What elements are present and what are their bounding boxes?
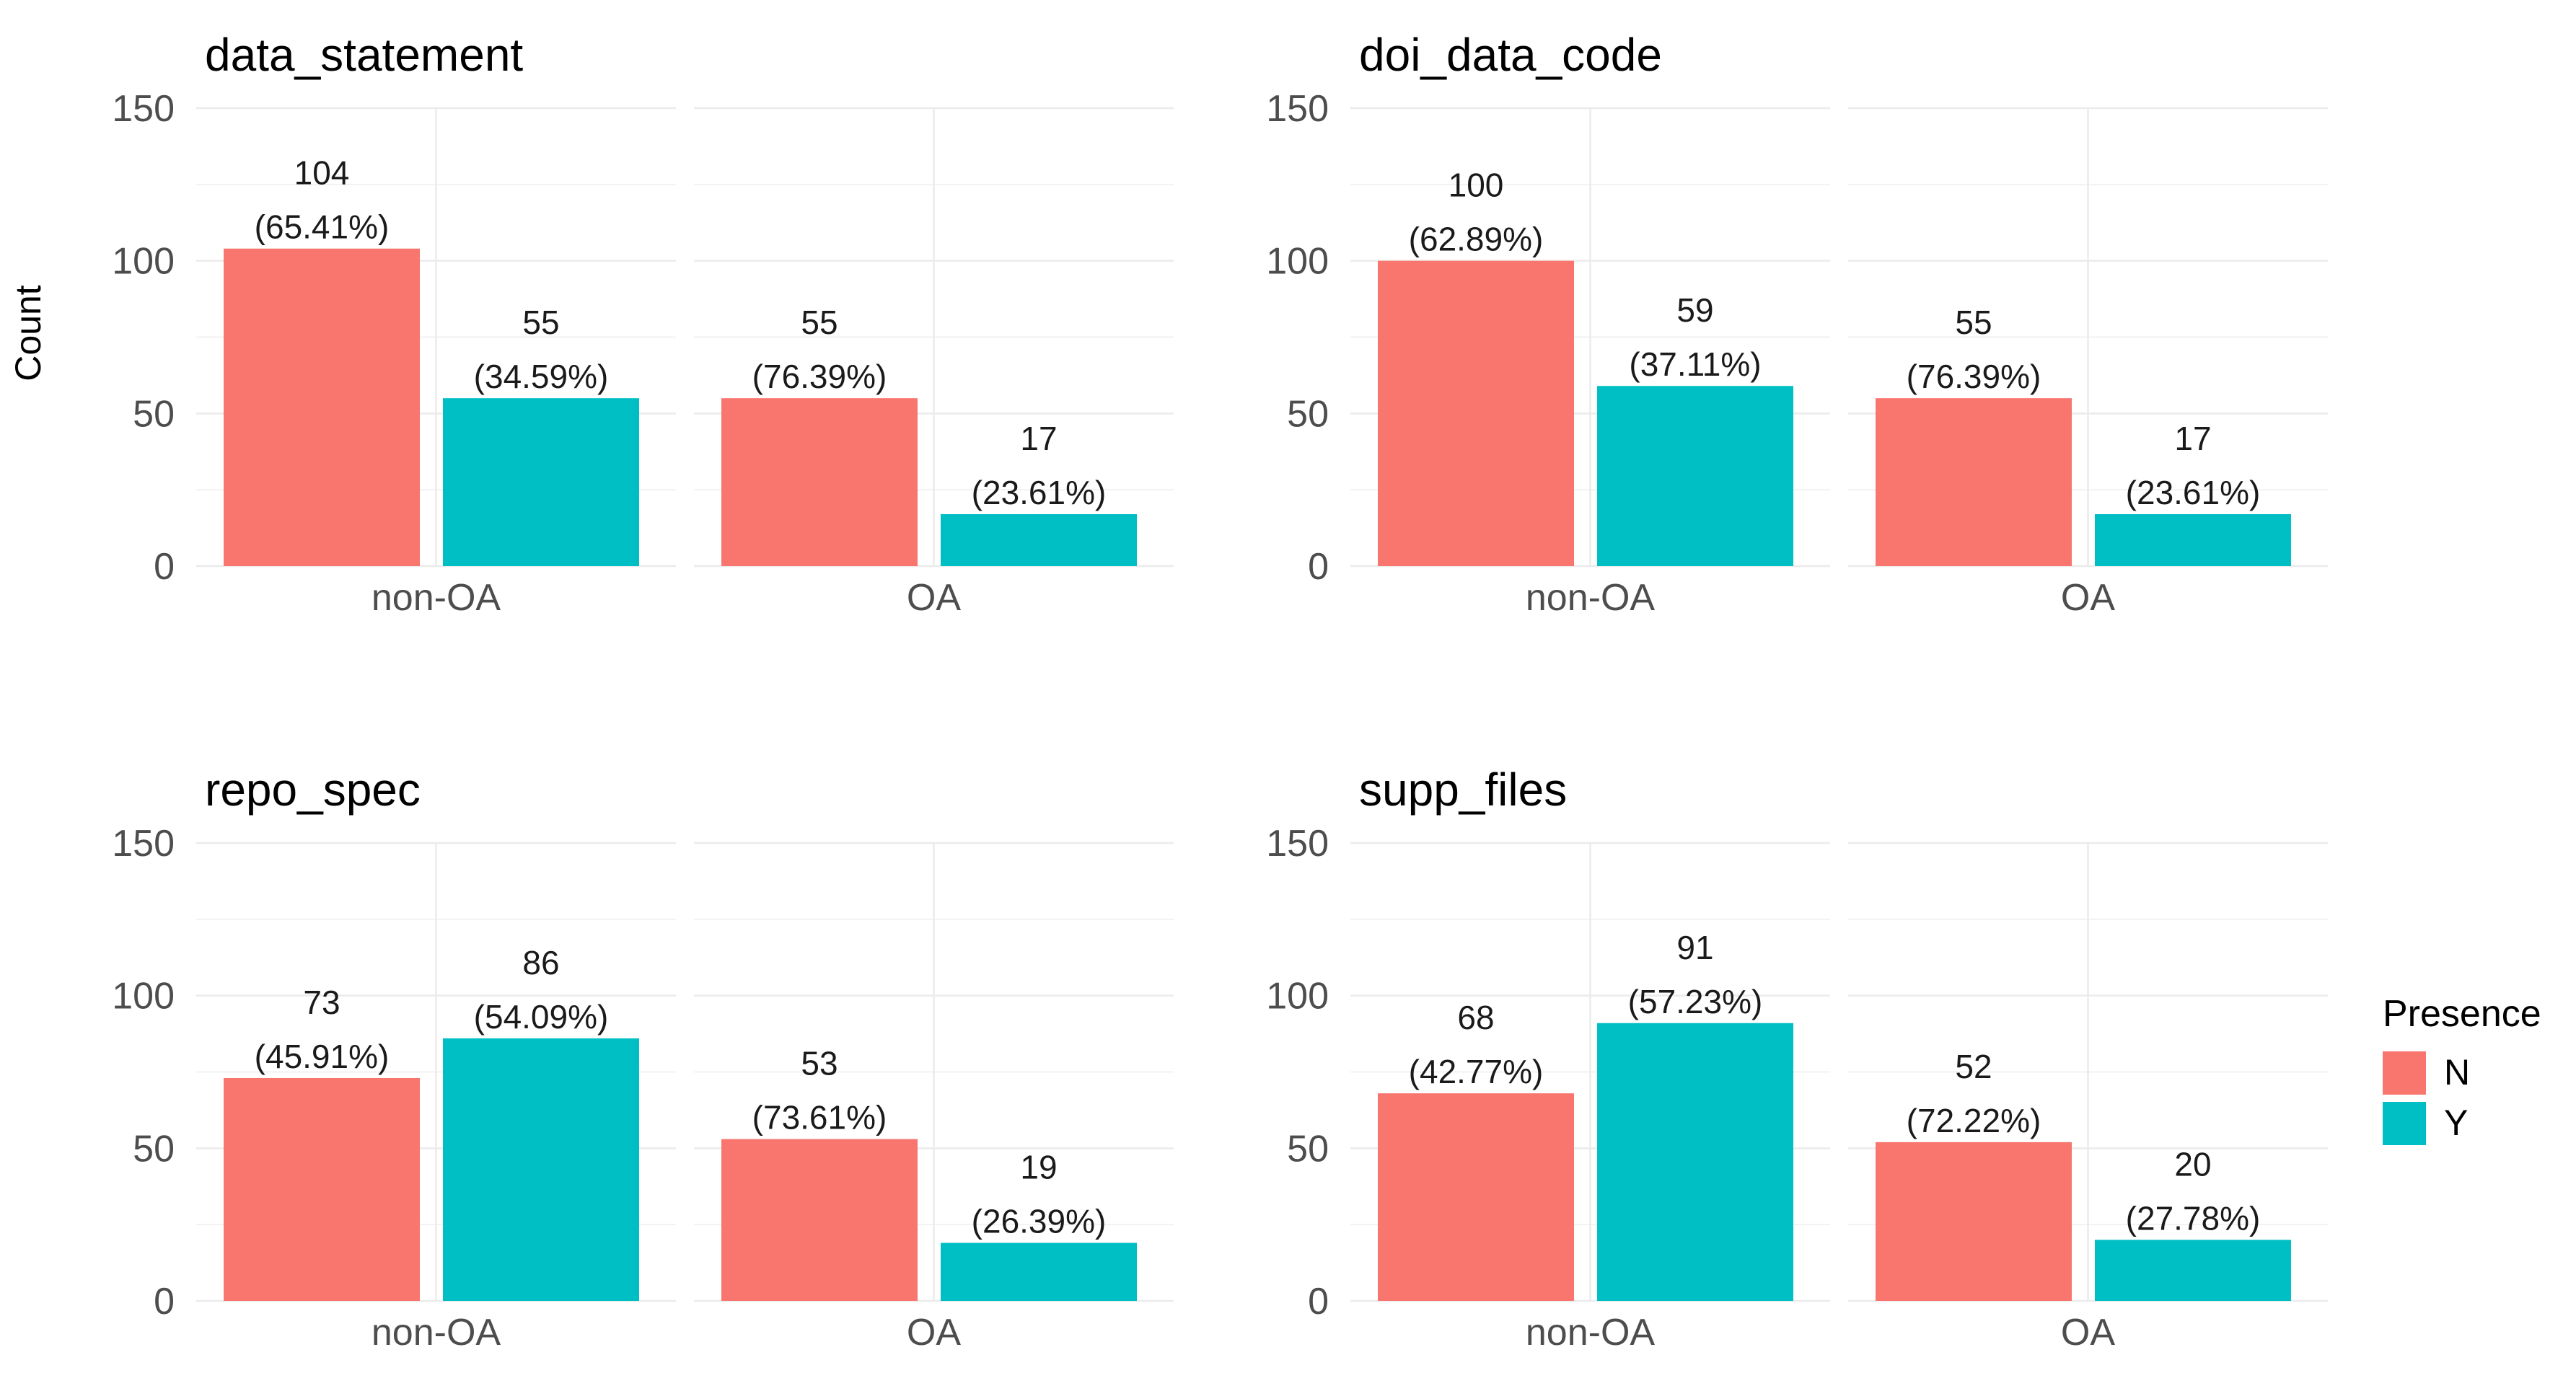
x-tick-label: non-OA bbox=[1526, 577, 1656, 619]
facet-non-OA: 100 (62.89%) 59 (37.11%) non-OA bbox=[1350, 107, 1830, 619]
bar-OA-Y bbox=[2095, 1240, 2291, 1301]
legend-key-Y bbox=[2383, 1102, 2426, 1145]
bar-count-label: 19 bbox=[1020, 1149, 1057, 1186]
x-tick-label: non-OA bbox=[372, 577, 501, 619]
y-tick-label: 150 bbox=[112, 823, 175, 865]
bar-OA-Y bbox=[941, 514, 1137, 566]
bar-non-OA-N bbox=[1378, 260, 1574, 566]
bar-percent-label: (37.11%) bbox=[1629, 345, 1761, 383]
bar-count-label: 52 bbox=[1955, 1048, 1992, 1085]
bar-percent-label: (76.39%) bbox=[752, 358, 887, 395]
legend-title: Presence bbox=[2383, 993, 2541, 1035]
bar-percent-label: (54.09%) bbox=[474, 998, 609, 1036]
y-tick-label: 0 bbox=[154, 546, 175, 588]
bar-percent-label: (76.39%) bbox=[1907, 358, 2041, 395]
bar-percent-label: (65.41%) bbox=[255, 208, 390, 246]
x-tick-label: OA bbox=[907, 1312, 961, 1354]
bar-non-OA-Y bbox=[443, 398, 639, 566]
y-tick-label: 100 bbox=[112, 241, 175, 283]
facet-OA: 52 (72.22%) 20 (27.78%) OA bbox=[1848, 842, 2328, 1354]
bar-OA-Y bbox=[941, 1242, 1137, 1301]
bar-percent-label: (23.61%) bbox=[972, 474, 1107, 511]
y-tick-label: 0 bbox=[1308, 546, 1329, 588]
bar-OA-N bbox=[1876, 398, 2072, 566]
y-tick-label: 50 bbox=[1287, 1128, 1329, 1170]
panel-doi_data_code: doi_data_code 100 (62.89%) 59 (37.11%) non-OA… bbox=[1266, 29, 2328, 619]
bar-non-OA-Y bbox=[443, 1038, 639, 1301]
bar-non-OA-Y bbox=[1597, 1023, 1793, 1301]
y-tick-label: 50 bbox=[133, 1128, 175, 1170]
bar-count-label: 91 bbox=[1676, 929, 1713, 966]
facet-OA: 55 (76.39%) 17 (23.61%) OA bbox=[694, 107, 1174, 619]
bar-count-label: 73 bbox=[303, 984, 340, 1021]
bar-count-label: 17 bbox=[1020, 420, 1057, 457]
bar-percent-label: (27.78%) bbox=[2126, 1199, 2261, 1237]
facet-OA: 55 (76.39%) 17 (23.61%) OA bbox=[1848, 107, 2328, 619]
bar-count-label: 20 bbox=[2174, 1145, 2211, 1183]
y-tick-label: 150 bbox=[1266, 823, 1329, 865]
bar-count-label: 68 bbox=[1457, 999, 1494, 1036]
x-tick-label: non-OA bbox=[1526, 1312, 1656, 1354]
panel-title: supp_files bbox=[1359, 764, 1567, 816]
facet-OA: 53 (73.61%) 19 (26.39%) OA bbox=[694, 842, 1174, 1354]
bar-count-label: 53 bbox=[801, 1045, 838, 1082]
bar-count-label: 55 bbox=[1955, 304, 1992, 341]
x-tick-label: OA bbox=[2061, 1312, 2115, 1354]
bar-percent-label: (26.39%) bbox=[972, 1203, 1107, 1240]
panel-title: doi_data_code bbox=[1359, 29, 1662, 81]
panel-title: data_statement bbox=[205, 29, 523, 81]
bar-count-label: 104 bbox=[294, 154, 350, 192]
bar-percent-label: (72.22%) bbox=[1907, 1102, 2041, 1139]
bar-count-label: 17 bbox=[2174, 420, 2211, 457]
y-tick-label: 100 bbox=[1266, 976, 1329, 1017]
panel-title: repo_spec bbox=[205, 764, 421, 816]
legend-key-N bbox=[2383, 1051, 2426, 1095]
y-tick-label: 150 bbox=[112, 88, 175, 130]
bar-OA-N bbox=[721, 398, 918, 566]
legend: Presence NY bbox=[2383, 993, 2541, 1145]
facet-non-OA: 104 (65.41%) 55 (34.59%) non-OA bbox=[196, 107, 676, 619]
legend-label-N: N bbox=[2444, 1052, 2470, 1092]
bar-percent-label: (42.77%) bbox=[1409, 1053, 1544, 1090]
facet-non-OA: 68 (42.77%) 91 (57.23%) non-OA bbox=[1350, 842, 1830, 1354]
y-tick-label: 100 bbox=[1266, 241, 1329, 283]
bar-percent-label: (57.23%) bbox=[1628, 983, 1763, 1020]
bar-percent-label: (45.91%) bbox=[255, 1038, 390, 1075]
bar-count-label: 86 bbox=[522, 944, 559, 981]
panel-data_statement: data_statement 104 (65.41%) 55 (34.59%) non-O… bbox=[112, 29, 1174, 619]
bar-OA-Y bbox=[2095, 514, 2291, 566]
bar-non-OA-N bbox=[224, 248, 420, 566]
bar-percent-label: (62.89%) bbox=[1409, 221, 1544, 258]
y-tick-label: 0 bbox=[1308, 1281, 1329, 1323]
y-tick-label: 100 bbox=[112, 976, 175, 1017]
bar-count-label: 59 bbox=[1676, 291, 1713, 329]
bar-percent-label: (73.61%) bbox=[752, 1099, 887, 1136]
bar-percent-label: (23.61%) bbox=[2126, 474, 2261, 511]
facet-non-OA: 73 (45.91%) 86 (54.09%) non-OA bbox=[196, 842, 676, 1354]
x-tick-label: OA bbox=[907, 577, 961, 619]
panel-repo_spec: repo_spec 73 (45.91%) 86 (54.09%) non-OA 53 (73… bbox=[112, 764, 1174, 1354]
bar-non-OA-N bbox=[224, 1077, 420, 1301]
legend-label-Y: Y bbox=[2444, 1103, 2468, 1143]
bar-OA-N bbox=[1876, 1142, 2072, 1301]
y-tick-label: 150 bbox=[1266, 88, 1329, 130]
y-tick-label: 50 bbox=[1287, 393, 1329, 435]
chart-panels: data_statement 104 (65.41%) 55 (34.59%) non-O… bbox=[112, 29, 2328, 1354]
y-axis-label: Count bbox=[8, 285, 48, 381]
x-tick-label: OA bbox=[2061, 577, 2115, 619]
bar-count-label: 100 bbox=[1449, 167, 1504, 204]
panel-supp_files: supp_files 68 (42.77%) 91 (57.23%) non-OA 52 (7… bbox=[1266, 764, 2328, 1354]
bar-percent-label: (34.59%) bbox=[474, 358, 609, 395]
y-tick-label: 0 bbox=[154, 1281, 175, 1323]
bar-non-OA-N bbox=[1378, 1093, 1574, 1301]
bar-count-label: 55 bbox=[522, 304, 559, 341]
x-tick-label: non-OA bbox=[372, 1312, 501, 1354]
y-tick-label: 50 bbox=[133, 393, 175, 435]
bar-non-OA-Y bbox=[1597, 386, 1793, 566]
legend-items: NY bbox=[2383, 1051, 2470, 1145]
bar-OA-N bbox=[721, 1139, 918, 1301]
bar-count-label: 55 bbox=[801, 304, 838, 341]
